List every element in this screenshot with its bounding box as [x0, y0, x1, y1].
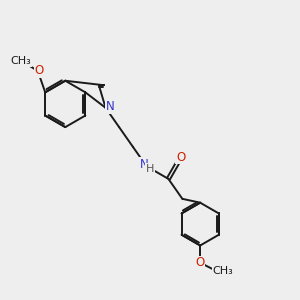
- Text: O: O: [196, 256, 205, 269]
- Text: N: N: [106, 100, 115, 113]
- Text: O: O: [34, 64, 44, 77]
- Text: N: N: [140, 158, 148, 171]
- Text: CH₃: CH₃: [11, 56, 31, 66]
- Text: H: H: [146, 164, 154, 174]
- Text: CH₃: CH₃: [213, 266, 233, 276]
- Text: O: O: [176, 151, 185, 164]
